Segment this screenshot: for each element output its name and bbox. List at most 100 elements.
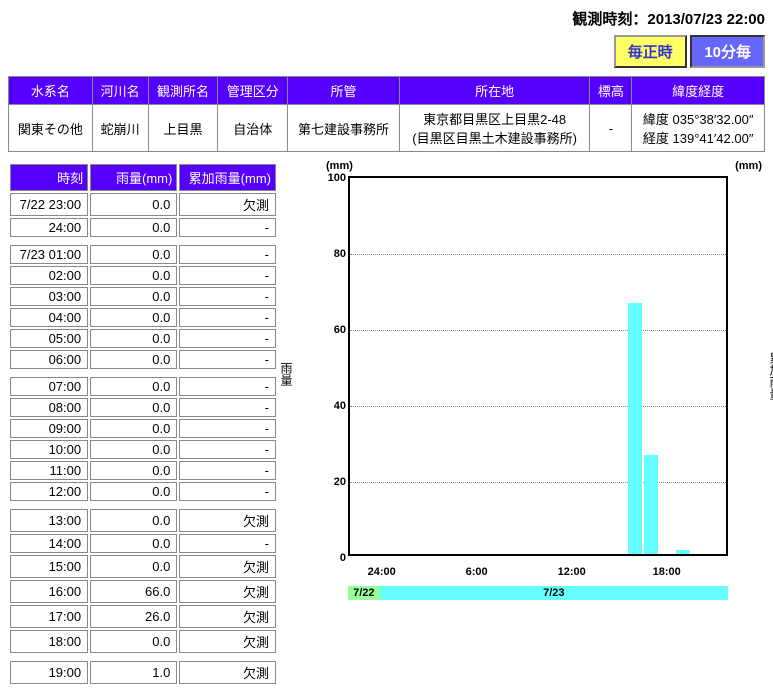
cell-time: 15:00 — [10, 555, 88, 578]
table-row: 17:0026.0欠測 — [10, 605, 276, 628]
cell-cum: - — [179, 398, 276, 417]
cell-time: 18:00 — [10, 630, 88, 653]
table-row: 13:000.0欠測 — [10, 509, 276, 532]
y-tick: 0 — [320, 552, 346, 564]
station-info-table: 水系名 河川名 観測所名 管理区分 所管 所在地 標高 緯度経度 関東その他 蛇… — [8, 76, 765, 152]
h-kasen: 河川名 — [92, 77, 148, 105]
unit-right: (mm) — [735, 160, 762, 172]
cell-time: 24:00 — [10, 218, 88, 237]
x-tick: 6:00 — [466, 566, 488, 578]
cell-rain: 0.0 — [90, 398, 177, 417]
y-tick: 80 — [320, 248, 346, 260]
tab-10min[interactable]: 10分毎 — [690, 35, 765, 68]
cell-time: 04:00 — [10, 308, 88, 327]
h-hyoko: 標高 — [590, 77, 632, 105]
table-row: 03:000.0- — [10, 287, 276, 306]
cell-rain: 1.0 — [90, 661, 177, 684]
rain-data-table: 時刻 雨量(mm) 累加雨量(mm) 7/22 23:000.0欠測24:000… — [8, 162, 278, 686]
table-row: 16:0066.0欠測 — [10, 580, 276, 603]
cell-rain: 0.0 — [90, 534, 177, 553]
tab-hourly[interactable]: 毎正時 — [614, 35, 687, 68]
cell-time: 14:00 — [10, 534, 88, 553]
cell-time: 13:00 — [10, 509, 88, 532]
v-hyoko: - — [590, 105, 632, 152]
v-kansoku: 上目黒 — [148, 105, 218, 152]
date-segment: 7/22 — [348, 586, 380, 600]
date-bar: 7/227/23 — [348, 586, 728, 600]
h-ido: 緯度経度 — [632, 77, 765, 105]
v-lon: 経度 139°41′42.00″ — [638, 128, 758, 147]
cell-rain: 0.0 — [90, 440, 177, 459]
v-latlon: 緯度 035°38′32.00″ 経度 139°41′42.00″ — [632, 105, 765, 152]
cell-cum: 欠測 — [179, 555, 276, 578]
observation-time: 観測時刻：2013/07/23 22:00 — [8, 8, 765, 29]
cell-time: 02:00 — [10, 266, 88, 285]
table-row: 7/22 23:000.0欠測 — [10, 193, 276, 216]
cell-rain: 0.0 — [90, 218, 177, 237]
cell-cum: - — [179, 377, 276, 396]
v-kanri: 自治体 — [218, 105, 288, 152]
plot-area: 02040608010024:006:0012:0018:00 — [348, 176, 728, 556]
cell-time: 16:00 — [10, 580, 88, 603]
dh-time: 時刻 — [10, 164, 88, 191]
cell-rain: 66.0 — [90, 580, 177, 603]
table-row: 7/23 01:000.0- — [10, 245, 276, 264]
interval-tabs: 毎正時 10分毎 — [8, 35, 765, 68]
table-row: 08:000.0- — [10, 398, 276, 417]
v-kasen: 蛇崩川 — [92, 105, 148, 152]
cell-time: 10:00 — [10, 440, 88, 459]
cell-rain: 0.0 — [90, 377, 177, 396]
table-row: 14:000.0- — [10, 534, 276, 553]
cell-time: 17:00 — [10, 605, 88, 628]
cell-time: 19:00 — [10, 661, 88, 684]
chart-bar — [628, 303, 642, 554]
cell-cum: 欠測 — [179, 509, 276, 532]
cell-rain: 26.0 — [90, 605, 177, 628]
cell-cum: 欠測 — [179, 605, 276, 628]
v-suikei: 関東その他 — [9, 105, 93, 152]
table-row: 09:000.0- — [10, 419, 276, 438]
table-row: 05:000.0- — [10, 329, 276, 348]
h-kanri: 管理区分 — [218, 77, 288, 105]
h-kansoku: 観測所名 — [148, 77, 218, 105]
cell-rain: 0.0 — [90, 509, 177, 532]
table-row: 07:000.0- — [10, 377, 276, 396]
table-row: 10:000.0- — [10, 440, 276, 459]
dh-rain: 雨量(mm) — [90, 164, 177, 191]
cell-cum: 欠測 — [179, 193, 276, 216]
y-tick: 20 — [320, 476, 346, 488]
cell-cum: - — [179, 461, 276, 480]
v-shozaichi-l1: 東京都目黒区上目黒2-48 — [406, 109, 584, 128]
cell-time: 12:00 — [10, 482, 88, 501]
table-row: 18:000.0欠測 — [10, 630, 276, 653]
cell-cum: 欠測 — [179, 580, 276, 603]
cell-rain: 0.0 — [90, 419, 177, 438]
y-tick: 40 — [320, 400, 346, 412]
h-shokan: 所管 — [288, 77, 400, 105]
cell-cum: 欠測 — [179, 630, 276, 653]
chart-bar — [676, 550, 690, 554]
dh-cum: 累加雨量(mm) — [179, 164, 276, 191]
v-lat: 緯度 035°38′32.00″ — [638, 109, 758, 128]
cell-rain: 0.0 — [90, 329, 177, 348]
cell-time: 09:00 — [10, 419, 88, 438]
v-shokan: 第七建設事務所 — [288, 105, 400, 152]
cell-rain: 0.0 — [90, 287, 177, 306]
cell-time: 11:00 — [10, 461, 88, 480]
cell-rain: 0.0 — [90, 245, 177, 264]
table-row: 19:001.0欠測 — [10, 661, 276, 684]
cell-cum: - — [179, 308, 276, 327]
table-row: 11:000.0- — [10, 461, 276, 480]
cell-cum: - — [179, 350, 276, 369]
x-tick: 18:00 — [653, 566, 681, 578]
cell-cum: - — [179, 329, 276, 348]
table-row: 24:000.0- — [10, 218, 276, 237]
cell-time: 03:00 — [10, 287, 88, 306]
cell-rain: 0.0 — [90, 461, 177, 480]
table-row: 02:000.0- — [10, 266, 276, 285]
cell-time: 06:00 — [10, 350, 88, 369]
y-tick: 60 — [320, 324, 346, 336]
cell-cum: 欠測 — [179, 661, 276, 684]
table-row: 04:000.0- — [10, 308, 276, 327]
cell-time: 07:00 — [10, 377, 88, 396]
